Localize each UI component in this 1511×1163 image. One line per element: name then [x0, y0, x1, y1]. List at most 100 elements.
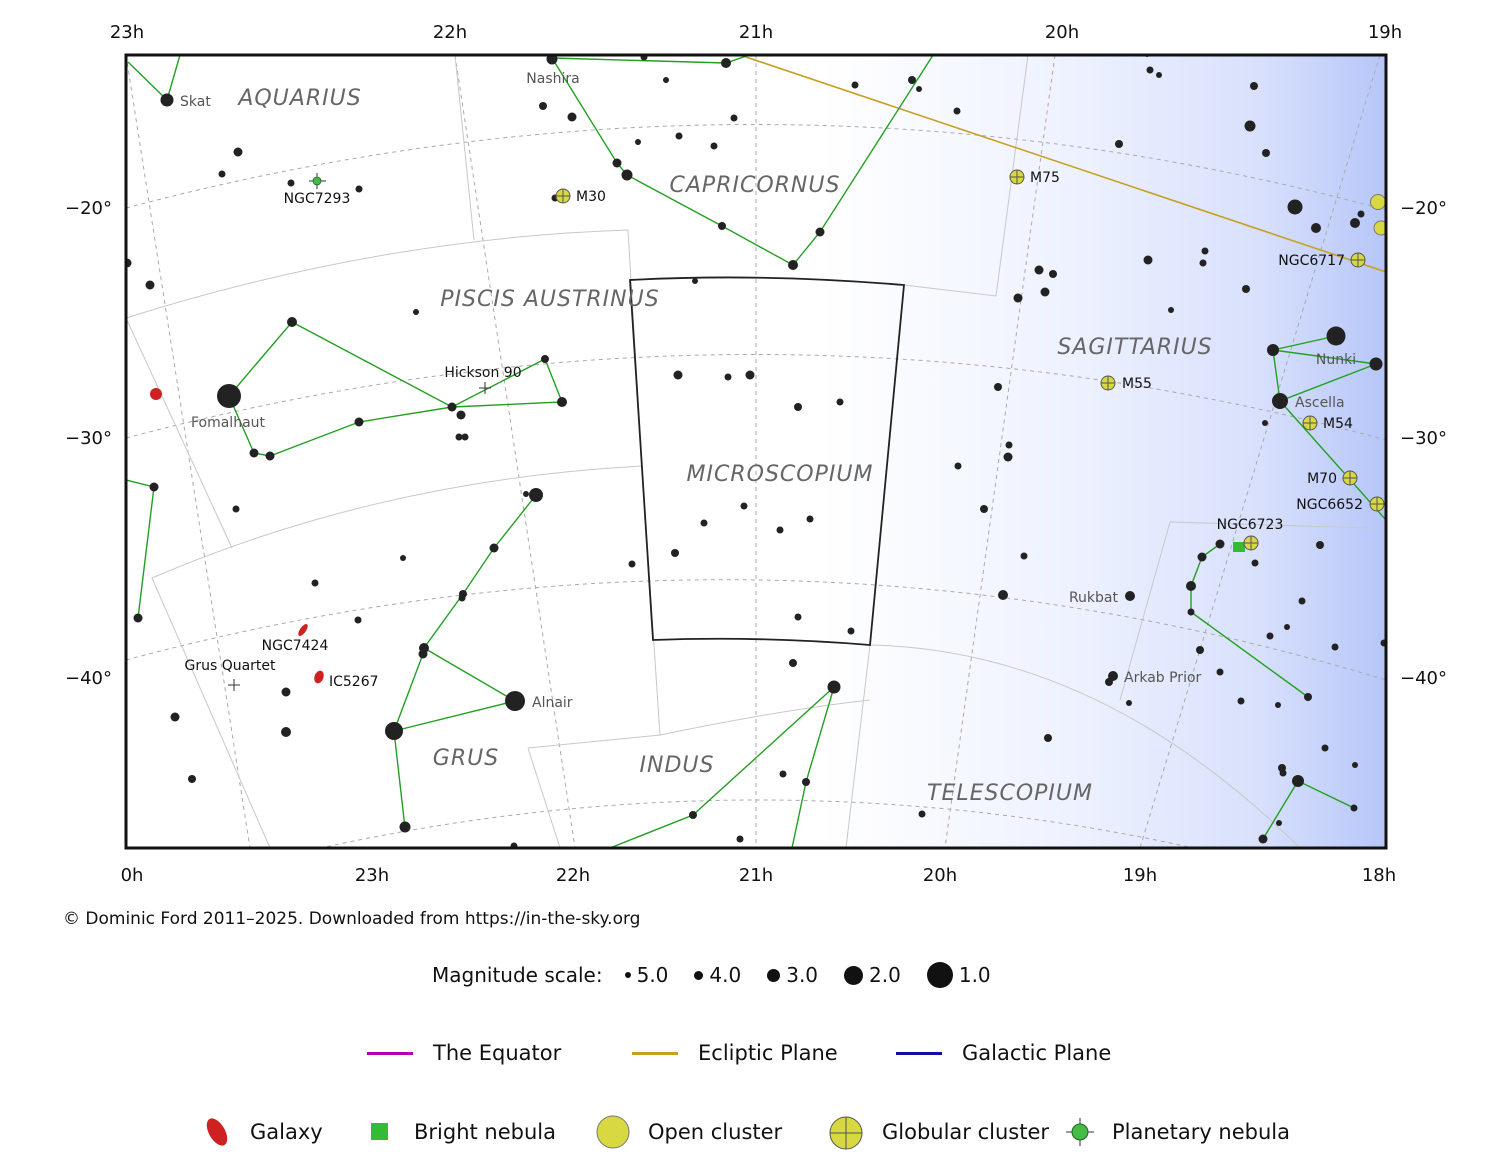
constellation-boundaries: [126, 55, 1373, 848]
dso-label-ngc7293: NGC7293: [284, 191, 351, 207]
star: [355, 185, 363, 193]
star: [847, 627, 855, 635]
star-chart: 23h 22h 21h 20h 19h 0h 23h 22h 21h 20h 1…: [65, 22, 1447, 886]
constellation-grus: GRUS: [433, 746, 499, 771]
star: [133, 613, 143, 623]
legend-label: Galaxy: [250, 1120, 323, 1144]
star: [1044, 734, 1052, 742]
star: [779, 770, 787, 778]
dec-label: −40°: [65, 668, 112, 689]
star: [851, 81, 859, 89]
star: [1005, 441, 1013, 449]
magnitude-dot: [926, 962, 953, 988]
star: [1276, 820, 1282, 826]
star: [663, 77, 669, 83]
object-legend: Galaxy Bright nebula Open cluster Globul…: [0, 1112, 1511, 1152]
star: [1242, 285, 1250, 293]
star: [1258, 834, 1268, 844]
legend-planetary-nebula: Planetary nebula: [1064, 1112, 1290, 1152]
star: [788, 260, 798, 270]
star: [489, 543, 499, 553]
star: [673, 370, 683, 380]
star: [1013, 293, 1023, 303]
star: [980, 505, 988, 513]
star: [1304, 693, 1312, 701]
star: [1199, 259, 1207, 267]
open-clusters: [1370, 194, 1386, 236]
star: [671, 549, 679, 557]
magnitude-item: 1.0: [926, 962, 991, 988]
star-label-alnair: Alnair: [532, 695, 573, 711]
magnitude-value: 5.0: [636, 963, 669, 987]
dso-label-ngc7424: NGC7424: [262, 638, 329, 654]
constellation-names: AQUARIUS CAPRICORNUS PISCIS AUSTRINUS SA…: [236, 86, 1211, 806]
star: [953, 107, 961, 115]
star: [170, 712, 180, 722]
dso-label-m55: M55: [1122, 376, 1152, 392]
star: [628, 560, 636, 568]
magnitude-item: 3.0: [767, 963, 818, 987]
magnitude-value: 2.0: [869, 963, 901, 987]
star: [710, 142, 718, 150]
cluster-ngc6723: [1243, 535, 1259, 551]
star: [1003, 452, 1013, 462]
star: [1237, 697, 1245, 705]
star: [1287, 199, 1303, 215]
line-legend: The Equator Ecliptic Plane Galactic Plan…: [0, 1036, 1511, 1070]
star: [1350, 804, 1358, 812]
galactic-swatch: [896, 1051, 942, 1055]
planetary-nebula-icon: [1066, 1118, 1094, 1146]
star: [1357, 210, 1365, 218]
star: [287, 179, 295, 187]
dso-names: M30 M75 M55 M54 M70 NGC6652 NGC6717 NGC6…: [184, 170, 1363, 690]
star: [954, 462, 962, 470]
star: [281, 727, 291, 737]
legend-label: Galactic Plane: [962, 1041, 1112, 1065]
star-ascella: [1272, 393, 1288, 409]
star: [730, 114, 738, 122]
star: [1266, 632, 1274, 640]
star: [736, 835, 744, 843]
star: [740, 502, 748, 510]
star: [1262, 149, 1270, 157]
legend-label: Ecliptic Plane: [698, 1041, 838, 1065]
star: [1279, 769, 1287, 777]
star-nunki: [1326, 326, 1346, 346]
bright-nebula: [1233, 542, 1245, 552]
star: [1115, 140, 1123, 148]
legend-equator: The Equator: [367, 1036, 561, 1070]
cluster-m70: [1342, 470, 1358, 486]
star: [529, 488, 543, 502]
star: [1196, 646, 1204, 654]
star: [1034, 265, 1044, 275]
star: [145, 280, 155, 290]
cluster-m55: [1100, 375, 1116, 391]
star: [998, 590, 1008, 600]
star: [1197, 552, 1207, 562]
legend-globular-cluster: Globular cluster: [828, 1112, 1049, 1152]
ra-top-labels: 23h 22h 21h 20h 19h: [110, 22, 1402, 43]
magnitude-dot: [624, 972, 631, 978]
star: [1020, 552, 1028, 560]
star: [1216, 668, 1224, 676]
star: [1126, 700, 1132, 706]
legend-label: Planetary nebula: [1112, 1120, 1291, 1144]
dec-label: −20°: [65, 198, 112, 219]
magnitude-item: 4.0: [694, 963, 741, 987]
ra-bottom-label: 0h: [121, 865, 144, 886]
star: [1262, 420, 1268, 426]
microscopium-boundary: [629, 276, 905, 646]
star: [539, 102, 547, 110]
ra-top-label: 20h: [1045, 22, 1079, 43]
constellation-piscis-austrinus: PISCIS AUSTRINUS: [440, 287, 659, 312]
ra-bottom-label: 20h: [923, 865, 957, 886]
star: [612, 158, 622, 168]
dec-label: −30°: [1400, 428, 1447, 449]
star: [745, 370, 755, 380]
star: [218, 170, 226, 178]
star: [249, 448, 259, 458]
galaxy-icon: [206, 1118, 228, 1146]
star-label-rukbat: Rukbat: [1069, 590, 1119, 606]
magnitude-dot: [694, 970, 704, 980]
star: [1250, 82, 1258, 90]
